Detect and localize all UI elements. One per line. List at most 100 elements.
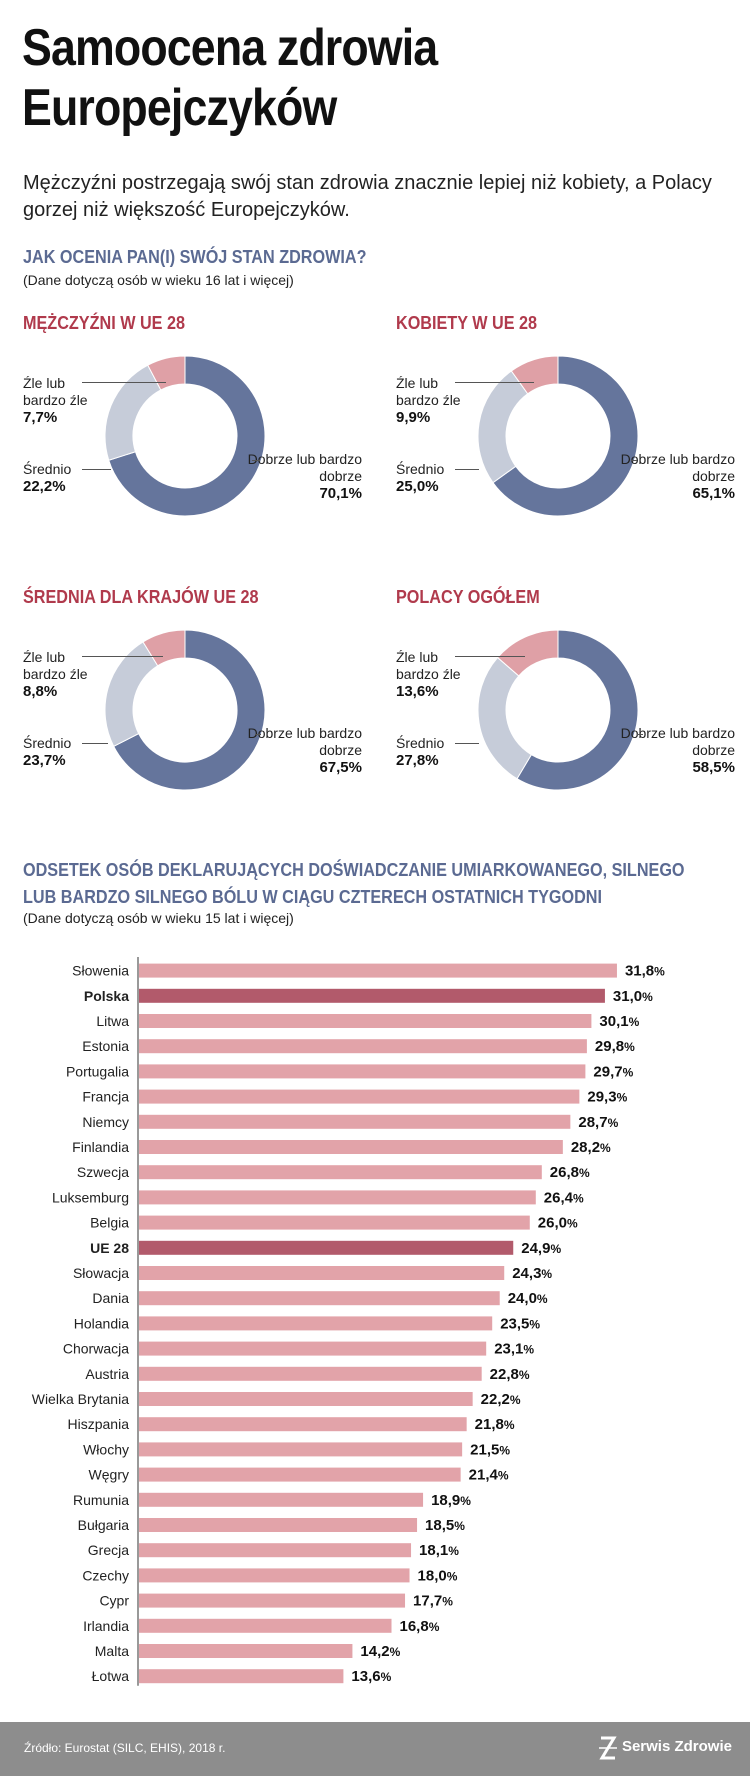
category-label: Słowenia xyxy=(72,963,129,979)
bar xyxy=(139,1492,424,1507)
label-medium-text: Średnio xyxy=(23,735,72,751)
label-good: Dobrze lub bardzo dobrze 70,1% xyxy=(222,451,362,502)
bar xyxy=(139,1316,493,1331)
leader-bad xyxy=(82,382,166,383)
value-label: 22,8% xyxy=(490,1366,530,1383)
bar xyxy=(139,1518,418,1532)
label-bad-text: Źle lub bardzo źle xyxy=(396,649,461,682)
value-label: 29,7% xyxy=(593,1063,633,1080)
category-label: Cypr xyxy=(99,1593,129,1609)
bar xyxy=(139,1266,505,1280)
category-label: Hiszpania xyxy=(68,1416,130,1432)
source-note: Źródło: Eurostat (SILC, EHIS), 2018 r. xyxy=(24,1741,226,1755)
bar xyxy=(139,1644,353,1658)
label-good-text: Dobrze lub bardzo dobrze xyxy=(247,725,362,758)
bar xyxy=(139,1442,463,1457)
category-label: Francja xyxy=(82,1089,129,1105)
value-label: 21,4% xyxy=(469,1467,509,1484)
category-label: Polska xyxy=(84,988,129,1004)
value-label: 18,0% xyxy=(418,1567,458,1584)
bar xyxy=(139,1140,563,1154)
category-label: Węgry xyxy=(89,1467,129,1483)
leader-medium xyxy=(455,743,479,744)
value-label: 29,3% xyxy=(587,1089,627,1106)
bar xyxy=(139,988,605,1003)
bar xyxy=(139,1467,461,1482)
value-bad: 13,6% xyxy=(396,683,439,700)
page-subtitle: Mężczyźni postrzegają swój stan zdrowia … xyxy=(23,172,712,221)
serwis-zdrowie-logo-icon xyxy=(599,1736,617,1760)
bar xyxy=(139,1190,536,1205)
label-good: Dobrze lub bardzo dobrze 58,5% xyxy=(595,725,735,776)
slice-bad xyxy=(147,355,186,391)
slice-good xyxy=(108,355,266,517)
leader-bad xyxy=(455,656,525,657)
section1-heading: JAK OCENIA PAN(I) SWÓJ STAN ZDROWIA? xyxy=(23,247,367,267)
category-label: Finlandia xyxy=(72,1139,129,1155)
donut-chart xyxy=(104,629,266,791)
bar xyxy=(139,963,617,978)
leader-bad xyxy=(82,656,164,657)
donut-title: KOBIETY W UE 28 xyxy=(396,313,538,333)
label-good-text: Dobrze lub bardzo dobrze xyxy=(247,451,362,484)
bar xyxy=(139,1291,500,1306)
category-label: Bułgaria xyxy=(78,1517,130,1533)
leader-good xyxy=(255,734,262,735)
category-label: Austria xyxy=(85,1366,129,1382)
value-label: 21,8% xyxy=(475,1416,515,1433)
donut-chart xyxy=(104,355,266,517)
bar xyxy=(139,1568,410,1583)
slice-medium xyxy=(477,656,533,780)
value-good: 67,5% xyxy=(319,759,362,776)
value-bad: 9,9% xyxy=(396,409,431,426)
bar xyxy=(139,1014,592,1028)
brand-name: Serwis Zdrowie xyxy=(621,1738,732,1755)
donut-chart xyxy=(477,355,639,517)
page-title: Samoocena zdrowia Europejczyków xyxy=(22,19,438,137)
leader-good xyxy=(637,734,644,735)
category-label: Litwa xyxy=(96,1013,129,1029)
value-label: 28,7% xyxy=(578,1114,618,1131)
slice-medium xyxy=(104,641,159,747)
donut-chart xyxy=(477,629,639,791)
bar xyxy=(139,1215,530,1230)
category-label: Niemcy xyxy=(82,1114,129,1130)
category-label: Włochy xyxy=(83,1441,129,1457)
category-label: Portugalia xyxy=(66,1063,129,1079)
category-label: Belgia xyxy=(90,1215,129,1231)
bar xyxy=(139,1039,587,1054)
category-label: Estonia xyxy=(82,1038,129,1054)
label-medium-text: Średnio xyxy=(396,735,445,751)
leader-medium xyxy=(82,743,108,744)
value-label: 17,7% xyxy=(413,1593,453,1610)
bar xyxy=(139,1240,514,1255)
label-bad-text: Źle lub bardzo źle xyxy=(23,375,88,408)
category-label: Wielka Brytania xyxy=(32,1391,129,1407)
label-good-text: Dobrze lub bardzo dobrze xyxy=(620,451,735,484)
bar xyxy=(139,1341,487,1356)
value-label: 18,9% xyxy=(431,1492,471,1509)
donut-title: POLACY OGÓŁEM xyxy=(396,587,540,607)
label-good: Dobrze lub bardzo dobrze 67,5% xyxy=(222,725,362,776)
category-label: Szwecja xyxy=(77,1164,129,1180)
bar xyxy=(139,1593,406,1608)
category-label: Rumunia xyxy=(73,1492,129,1508)
category-label: Łotwa xyxy=(92,1668,130,1684)
category-label: Chorwacja xyxy=(63,1341,129,1357)
slice-good xyxy=(113,629,266,791)
value-label: 28,2% xyxy=(571,1139,611,1156)
value-label: 23,1% xyxy=(494,1341,534,1358)
label-bad-text: Źle lub bardzo źle xyxy=(23,649,88,682)
label-medium: Średnio 27,8% xyxy=(396,735,444,769)
value-good: 58,5% xyxy=(692,759,735,776)
label-good-text: Dobrze lub bardzo dobrze xyxy=(620,725,735,758)
label-medium: Średnio 22,2% xyxy=(23,461,71,495)
value-label: 24,3% xyxy=(512,1265,552,1282)
category-label: UE 28 xyxy=(90,1240,129,1256)
label-bad-text: Źle lub bardzo źle xyxy=(396,375,461,408)
donut-title: MĘŻCZYŹNI W UE 28 xyxy=(23,313,186,333)
bar xyxy=(139,1114,571,1129)
value-good: 65,1% xyxy=(692,485,735,502)
label-bad: Źle lub bardzo źle 13,6% xyxy=(396,649,466,700)
label-good: Dobrze lub bardzo dobrze 65,1% xyxy=(595,451,735,502)
